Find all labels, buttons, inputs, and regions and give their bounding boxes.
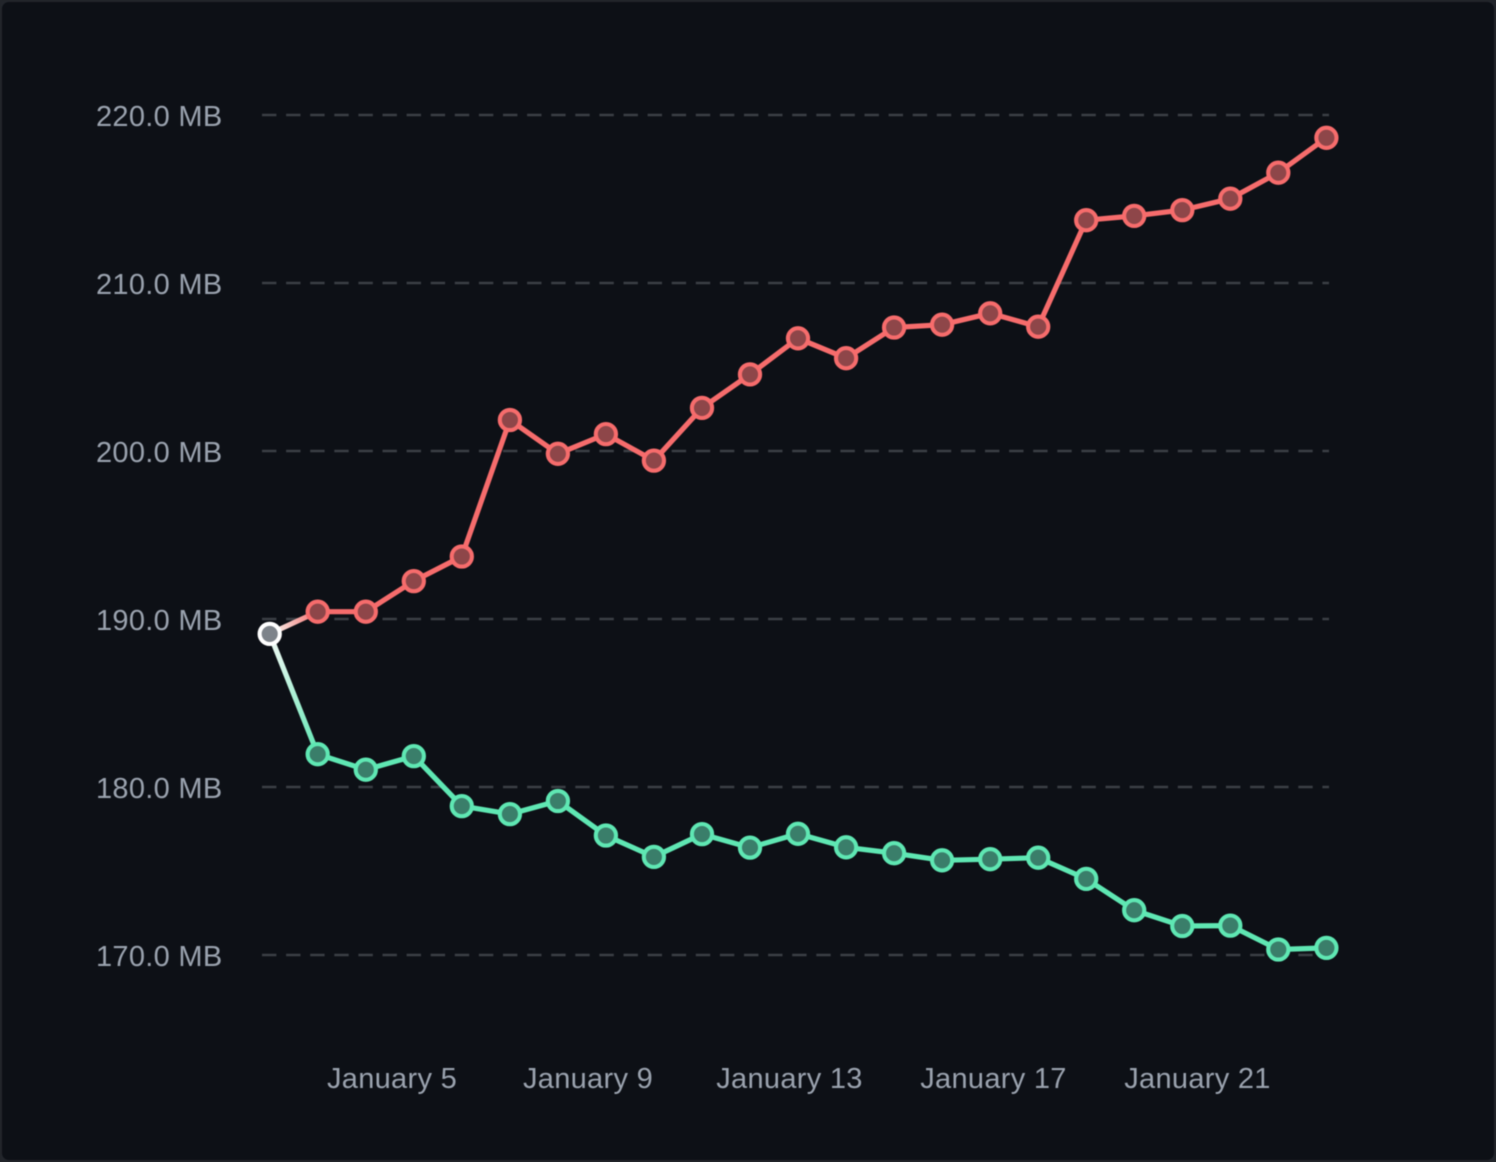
svg-text:January 13: January 13 [716,1063,863,1095]
svg-text:220.0 MB: 220.0 MB [96,101,223,133]
svg-text:200.0 MB: 200.0 MB [96,437,223,469]
svg-text:180.0 MB: 180.0 MB [96,773,223,805]
svg-text:210.0 MB: 210.0 MB [96,269,223,301]
svg-text:January 17: January 17 [920,1063,1067,1095]
svg-text:January 21: January 21 [1124,1063,1271,1095]
svg-text:190.0 MB: 190.0 MB [96,605,223,637]
svg-text:170.0 MB: 170.0 MB [96,941,223,973]
svg-text:January 9: January 9 [523,1063,653,1095]
svg-text:January 5: January 5 [327,1063,457,1095]
